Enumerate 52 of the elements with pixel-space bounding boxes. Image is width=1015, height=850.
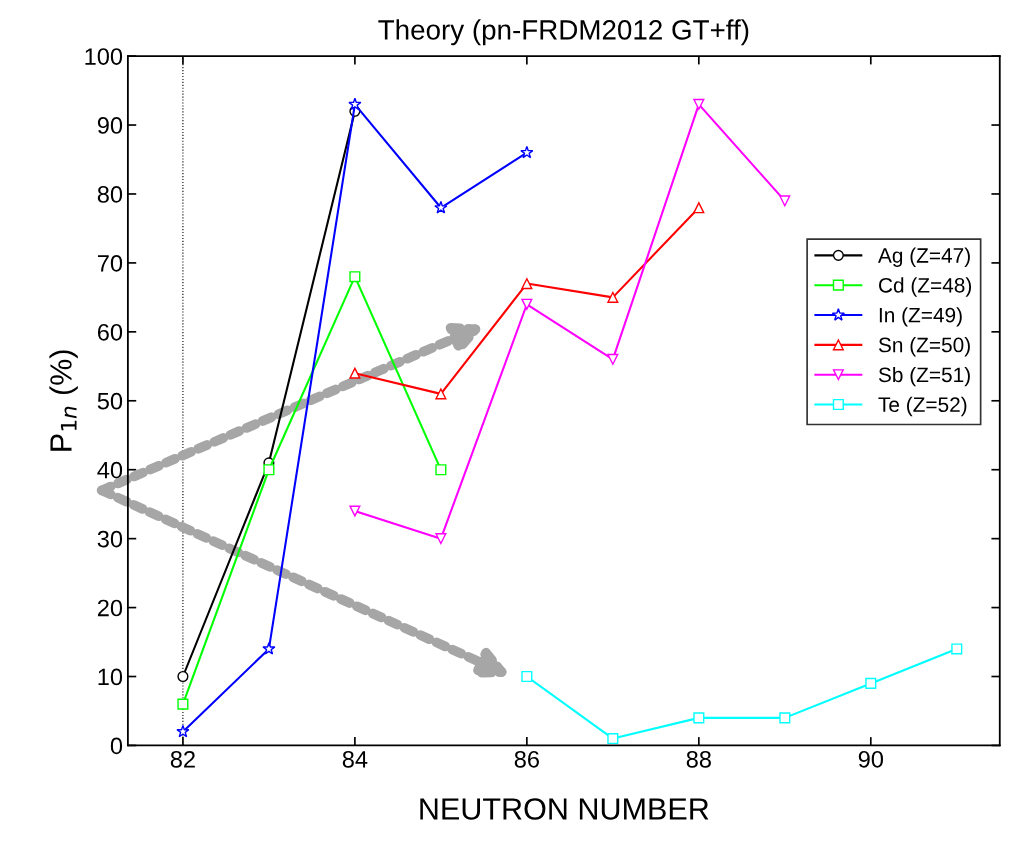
point: [521, 298, 533, 310]
y-tick-label: 40: [97, 461, 123, 479]
legend-label: Sn (Z=50): [878, 337, 970, 357]
legend-label: Cd (Z=48): [879, 277, 972, 297]
point: [435, 464, 447, 476]
point: [779, 195, 791, 207]
y-tick-label: 60: [97, 323, 123, 341]
point: [349, 271, 361, 283]
point: [263, 464, 275, 476]
point: [693, 202, 705, 214]
point: [177, 670, 189, 683]
point: [607, 291, 619, 303]
point: [865, 677, 877, 689]
point: [435, 388, 447, 400]
y-tick-label: 10: [98, 668, 123, 686]
point: [349, 367, 361, 379]
point: [693, 98, 705, 110]
point: [177, 698, 189, 710]
y-tick-label: 100: [85, 48, 123, 65]
legend-label: Sb (Z=51): [878, 366, 970, 387]
y-tick-label: 80: [97, 186, 123, 203]
point: [262, 641, 276, 655]
y-tick-label: 90: [97, 117, 123, 134]
y-tick-label: 20: [97, 599, 123, 617]
legend-label: Te (Z=52): [878, 396, 967, 417]
point: [693, 712, 705, 724]
point: [435, 533, 447, 545]
x-tick-label: 90: [858, 750, 884, 768]
x-tick-label: 82: [170, 750, 195, 768]
x-tick-label: 88: [686, 750, 711, 768]
x-tick-label: 86: [514, 750, 539, 768]
point: [951, 643, 963, 655]
point: [521, 670, 533, 683]
x-tick-label: 84: [342, 750, 368, 768]
y-tick-label: 50: [97, 392, 123, 410]
point: [520, 145, 534, 159]
point: [607, 733, 619, 745]
point: [348, 97, 362, 111]
legend-label: In (Z=49): [879, 307, 962, 327]
chart-title: Theory (pn-FRDM2012 GT+ff): [378, 19, 749, 46]
y-tick-label: 0: [110, 737, 123, 755]
y-tick-label: 70: [97, 254, 123, 272]
point: [176, 724, 190, 738]
point: [607, 353, 619, 365]
point: [521, 278, 533, 290]
y-tick-label: 30: [97, 530, 123, 548]
point: [434, 200, 448, 214]
legend-label: Ag (Z=47): [877, 247, 970, 267]
point: [779, 712, 791, 724]
y-axis-title: P$_{1n}$ (%): [49, 350, 78, 451]
x-axis-title: NEUTRON NUMBER: [420, 798, 709, 820]
point: [349, 505, 361, 517]
